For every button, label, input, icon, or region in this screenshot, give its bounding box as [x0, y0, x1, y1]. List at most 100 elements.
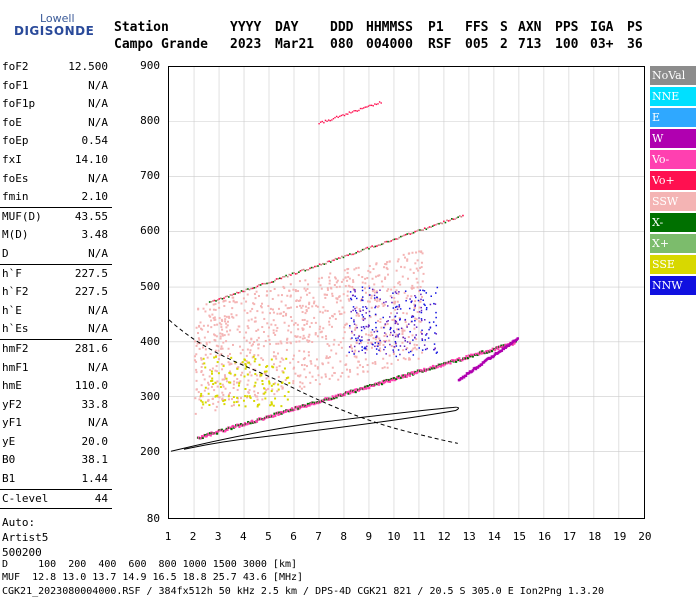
echo-point: [363, 327, 366, 330]
echo-point: [213, 338, 216, 341]
echo-point: [295, 340, 298, 343]
echo-point: [358, 251, 361, 253]
echo-point: [353, 268, 356, 271]
echo-point: [257, 336, 260, 339]
echo-point: [499, 345, 502, 348]
echo-point: [315, 265, 318, 268]
echo-point: [263, 282, 265, 285]
echo-point: [200, 357, 203, 360]
echo-point: [206, 356, 209, 359]
echo-point: [200, 392, 203, 395]
header-label-ffs: FFS: [465, 20, 489, 35]
echo-point: [230, 427, 233, 431]
echo-point: [310, 362, 313, 365]
echo-points: [193, 101, 520, 440]
echo-point: [430, 226, 432, 228]
echo-point: [325, 337, 328, 340]
echo-point: [392, 307, 395, 309]
echo-point: [390, 327, 392, 329]
echo-point: [230, 363, 233, 366]
echo-point: [348, 346, 351, 348]
echo-point: [337, 116, 339, 119]
echo-point: [361, 289, 364, 292]
echo-point: [364, 387, 368, 390]
echo-point: [480, 352, 483, 355]
echo-point: [446, 219, 448, 222]
echo-point: [413, 327, 416, 330]
echo-point: [382, 381, 385, 385]
echo-point: [377, 342, 380, 345]
echo-point: [193, 355, 196, 358]
echo-point: [392, 330, 395, 332]
echo-point: [278, 277, 281, 280]
echo-point: [366, 370, 369, 373]
echo-point: [276, 411, 279, 414]
echo-point: [202, 324, 205, 327]
param-value: 12.500: [68, 60, 108, 73]
echo-point: [220, 363, 223, 366]
echo-point: [225, 377, 228, 380]
echo-point: [366, 246, 369, 249]
echo-point: [377, 343, 380, 346]
echo-point: [307, 268, 310, 271]
param-row-hme: hmE 110.0: [0, 377, 112, 396]
param-row-hf: h`F 227.5: [0, 265, 112, 284]
echo-point: [286, 337, 289, 340]
echo-point: [201, 395, 204, 398]
echo-point: [368, 325, 370, 327]
echo-point: [254, 381, 257, 384]
echo-point: [233, 401, 236, 404]
echo-point: [374, 305, 377, 308]
echo-point: [282, 411, 285, 414]
echo-point: [458, 357, 461, 360]
echo-point: [347, 113, 349, 115]
echo-point: [415, 371, 419, 374]
echo-point: [239, 345, 242, 348]
echo-point: [238, 425, 241, 429]
echo-point: [252, 302, 255, 305]
echo-point: [328, 260, 330, 263]
echo-point: [296, 323, 299, 326]
header-value-year: 2023: [230, 37, 262, 52]
echo-point: [433, 348, 436, 351]
echo-point: [292, 382, 295, 385]
legend-item-x: X+: [650, 234, 696, 253]
echo-point: [271, 297, 274, 300]
echo-point: [198, 325, 201, 328]
echo-point: [364, 317, 366, 320]
echo-point: [250, 318, 253, 321]
echo-point: [431, 225, 434, 227]
echo-point: [202, 307, 205, 310]
echo-point: [410, 316, 413, 318]
echo-point: [380, 326, 383, 329]
echo-point: [257, 354, 260, 357]
echo-point: [439, 365, 443, 368]
echo-point: [253, 360, 256, 363]
echo-point: [245, 331, 248, 334]
echo-point: [290, 274, 292, 276]
echo-point: [423, 227, 426, 229]
echo-point: [195, 368, 198, 371]
echo-point: [266, 282, 268, 285]
echo-point: [400, 235, 402, 238]
echo-point: [383, 379, 386, 382]
echo-point: [292, 323, 295, 326]
echo-point: [220, 323, 223, 326]
echo-point: [268, 380, 271, 383]
echo-point: [274, 333, 277, 336]
echo-point: [261, 326, 264, 329]
echo-point: [378, 349, 380, 352]
echo-point: [355, 341, 358, 344]
echo-point: [362, 317, 365, 320]
echo-point: [409, 350, 412, 353]
echo-point: [354, 310, 357, 312]
echo-point: [381, 380, 384, 383]
echo-point: [285, 348, 288, 351]
echo-point: [214, 409, 217, 412]
echo-point: [480, 363, 484, 366]
echo-point: [359, 310, 362, 312]
echo-point: [316, 366, 319, 369]
echo-point: [289, 294, 292, 297]
logo-lowell-text: Lowell: [40, 12, 75, 25]
echo-point: [212, 402, 215, 405]
